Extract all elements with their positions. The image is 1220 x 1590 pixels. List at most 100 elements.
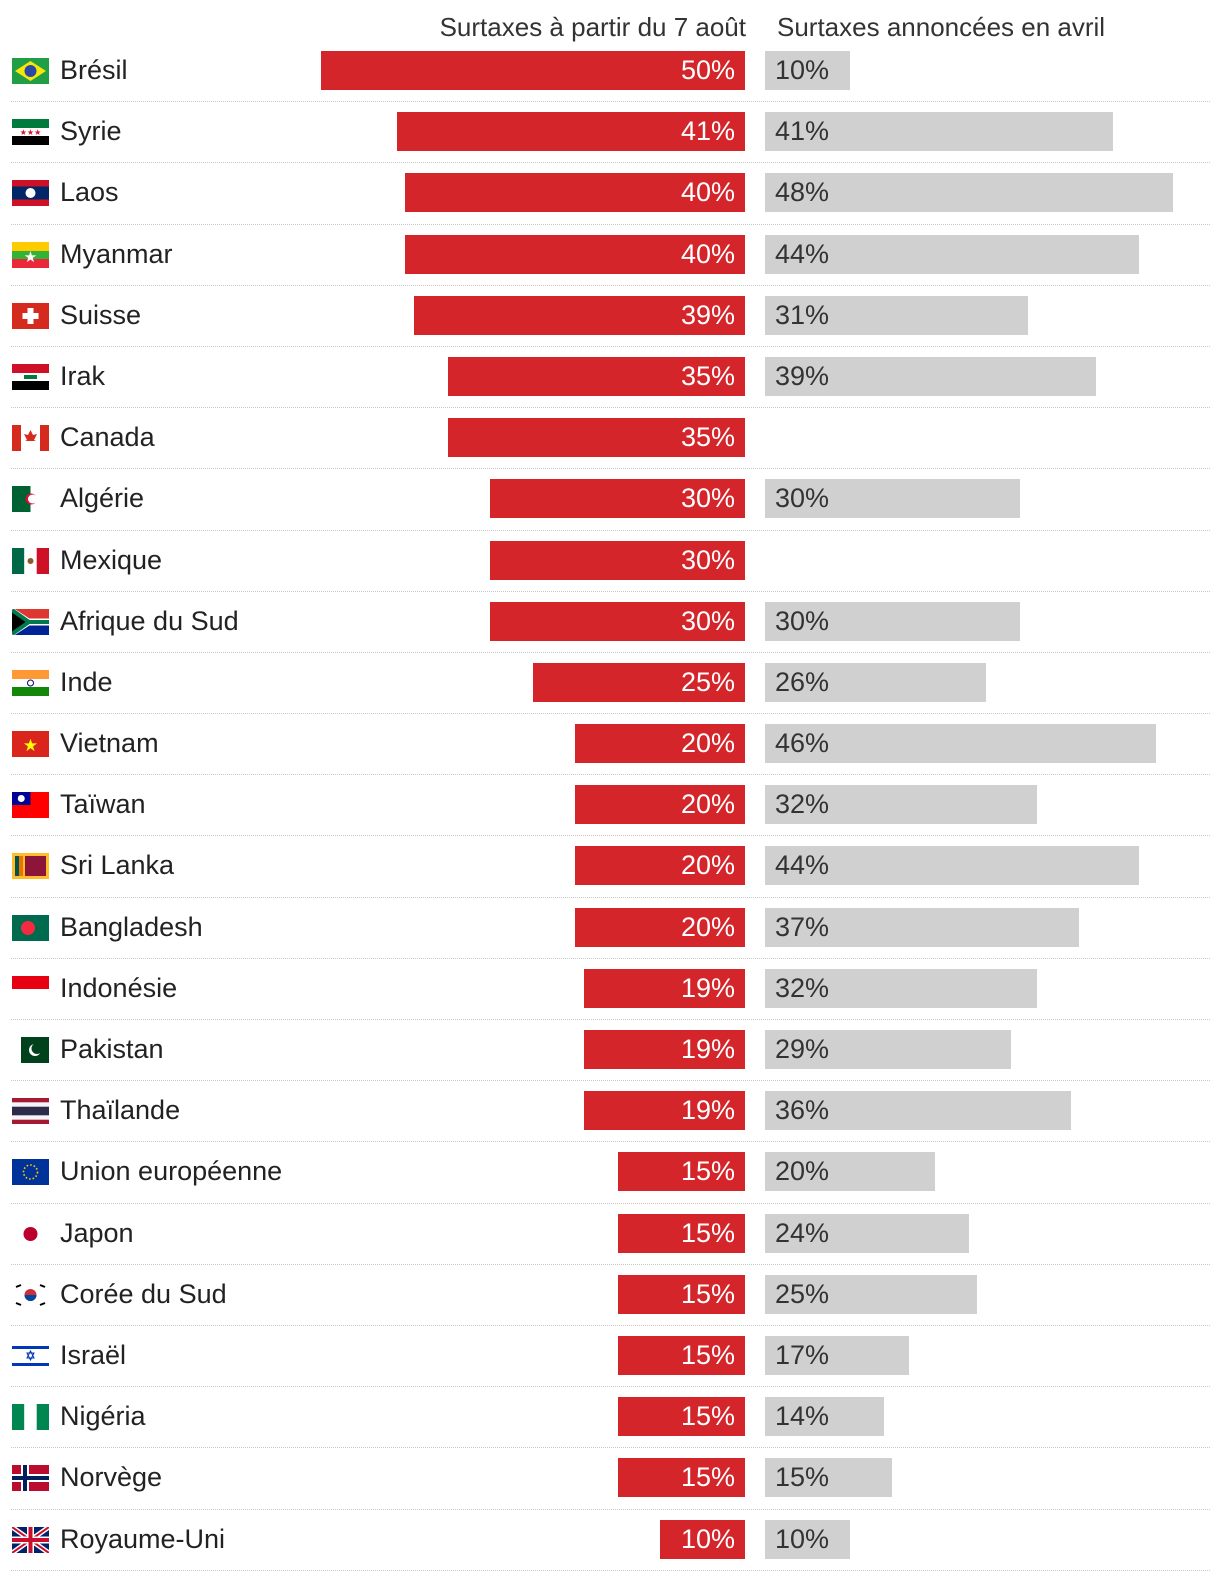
value-label-new: 50%	[680, 55, 735, 85]
bar-april-surtax	[765, 1213, 969, 1253]
bar-new-surtax	[617, 1335, 745, 1375]
value-label-new: 19%	[680, 1095, 735, 1126]
value-label-april: 25%	[775, 1278, 830, 1309]
bar-april-surtax	[765, 785, 1037, 825]
country-label: Sri Lanka	[60, 850, 175, 881]
uk-flag-icon	[12, 1526, 49, 1553]
value-label-new: 25%	[680, 666, 735, 697]
value-label-new: 20%	[680, 789, 735, 820]
norway-flag-icon	[12, 1465, 49, 1492]
table-row: Israël 15% 17%	[11, 1326, 1210, 1388]
bar-april-surtax	[765, 1519, 850, 1559]
value-label-april: 17%	[775, 1339, 830, 1370]
value-label-april: 29%	[775, 1034, 830, 1064]
table-row: Suisse 39% 31%	[11, 286, 1210, 347]
bar-new-surtax	[413, 295, 745, 335]
value-label-april: 30%	[775, 483, 830, 514]
bar-april-surtax	[765, 479, 1020, 519]
bar-april-surtax	[765, 1152, 935, 1192]
pakistan-flag-icon	[12, 1037, 49, 1063]
value-label-new: 30%	[680, 605, 735, 636]
bar-new-surtax	[405, 173, 745, 213]
bar-new-surtax	[320, 51, 745, 90]
mexico-flag-icon	[12, 547, 49, 574]
value-label-new: 20%	[680, 728, 735, 759]
table-row: Mexique 30%	[11, 531, 1210, 592]
iraq-flag-icon	[12, 363, 49, 390]
bar-new-surtax	[447, 356, 745, 396]
country-label: Thaïlande	[60, 1095, 181, 1126]
brazil-flag-icon	[12, 58, 49, 84]
value-label-new: 19%	[680, 1034, 735, 1064]
bar-new-surtax	[575, 785, 745, 825]
country-label: Bangladesh	[60, 911, 203, 942]
south-africa-flag-icon	[12, 608, 49, 635]
country-label: Brésil	[60, 55, 128, 85]
bar-new-surtax	[532, 662, 745, 702]
country-label: Indonésie	[60, 972, 178, 1003]
value-label-april: 37%	[775, 911, 830, 942]
value-label-april: 44%	[775, 238, 830, 269]
bar-new-surtax	[490, 540, 745, 580]
table-row: Inde 25% 26%	[11, 653, 1210, 715]
table-row: Brésil 50% 10%	[11, 41, 1210, 103]
value-label-new: 40%	[680, 177, 735, 208]
indonesia-flag-icon	[12, 975, 49, 1002]
bar-april-surtax	[765, 51, 850, 90]
value-label-new: 15%	[680, 1278, 735, 1309]
table-row: Taïwan 20% 32%	[11, 775, 1210, 837]
bar-new-surtax	[583, 1091, 745, 1131]
value-label-april: 31%	[775, 299, 830, 330]
country-label: Inde	[60, 666, 113, 697]
table-row: Sri Lanka 20% 44%	[11, 836, 1210, 898]
vietnam-flag-icon: ★	[12, 731, 49, 758]
country-label: Afrique du Sud	[60, 605, 239, 636]
bar-new-surtax	[617, 1274, 745, 1314]
table-row: Norvège 15% 15%	[11, 1448, 1210, 1510]
country-label: Pakistan	[60, 1034, 164, 1064]
table-row: ★ Myanmar 40% 44%	[11, 225, 1210, 286]
algeria-flag-icon	[12, 486, 49, 513]
bar-april-surtax	[765, 1091, 1071, 1131]
table-row: Indonésie 19% 32%	[11, 959, 1210, 1020]
bar-april-surtax	[765, 173, 1173, 213]
bar-april-surtax	[765, 1458, 893, 1498]
bar-april-surtax	[765, 601, 1020, 641]
country-label: Canada	[60, 422, 155, 453]
israel-flag-icon	[12, 1342, 49, 1369]
value-label-new: 20%	[680, 911, 735, 942]
table-row: Laos 40% 48%	[11, 163, 1210, 225]
bar-new-surtax	[617, 1213, 745, 1253]
bar-new-surtax	[617, 1458, 745, 1498]
bar-april-surtax	[765, 1030, 1012, 1069]
country-label: Taïwan	[60, 789, 146, 820]
table-row: Afrique du Sud 30% 30%	[11, 592, 1210, 653]
country-label: Royaume-Uni	[60, 1523, 226, 1554]
value-label-april: 44%	[775, 850, 830, 881]
table-row: Corée du Sud 15% 25%	[11, 1265, 1210, 1326]
bar-new-surtax	[490, 479, 745, 519]
svg-text:★★★: ★★★	[20, 128, 42, 137]
laos-flag-icon	[12, 180, 49, 207]
value-label-new: 19%	[680, 972, 735, 1003]
value-label-april: 14%	[775, 1401, 830, 1432]
table-row: ★ Vietnam 20% 46%	[11, 714, 1210, 776]
country-label: Algérie	[60, 483, 145, 514]
bar-new-surtax	[583, 968, 745, 1008]
value-label-new: 10%	[680, 1523, 735, 1554]
svg-text:★: ★	[23, 736, 38, 755]
table-row: ★★★ Syrie 41% 41%	[11, 102, 1210, 164]
value-label-new: 15%	[680, 1156, 735, 1187]
bar-april-surtax	[765, 112, 1114, 152]
country-label: Corée du Sud	[60, 1278, 227, 1309]
svg-text:★: ★	[24, 249, 37, 266]
country-label: Union européenne	[60, 1156, 283, 1187]
value-label-new: 39%	[680, 299, 735, 330]
bar-new-surtax	[575, 846, 745, 886]
bar-april-surtax	[765, 1397, 884, 1437]
bar-new-surtax	[575, 907, 745, 947]
table-row: Japon 15% 24%	[11, 1204, 1210, 1265]
value-label-new: 40%	[680, 238, 735, 269]
value-label-new: 15%	[680, 1462, 735, 1493]
bar-april-surtax	[765, 846, 1139, 886]
